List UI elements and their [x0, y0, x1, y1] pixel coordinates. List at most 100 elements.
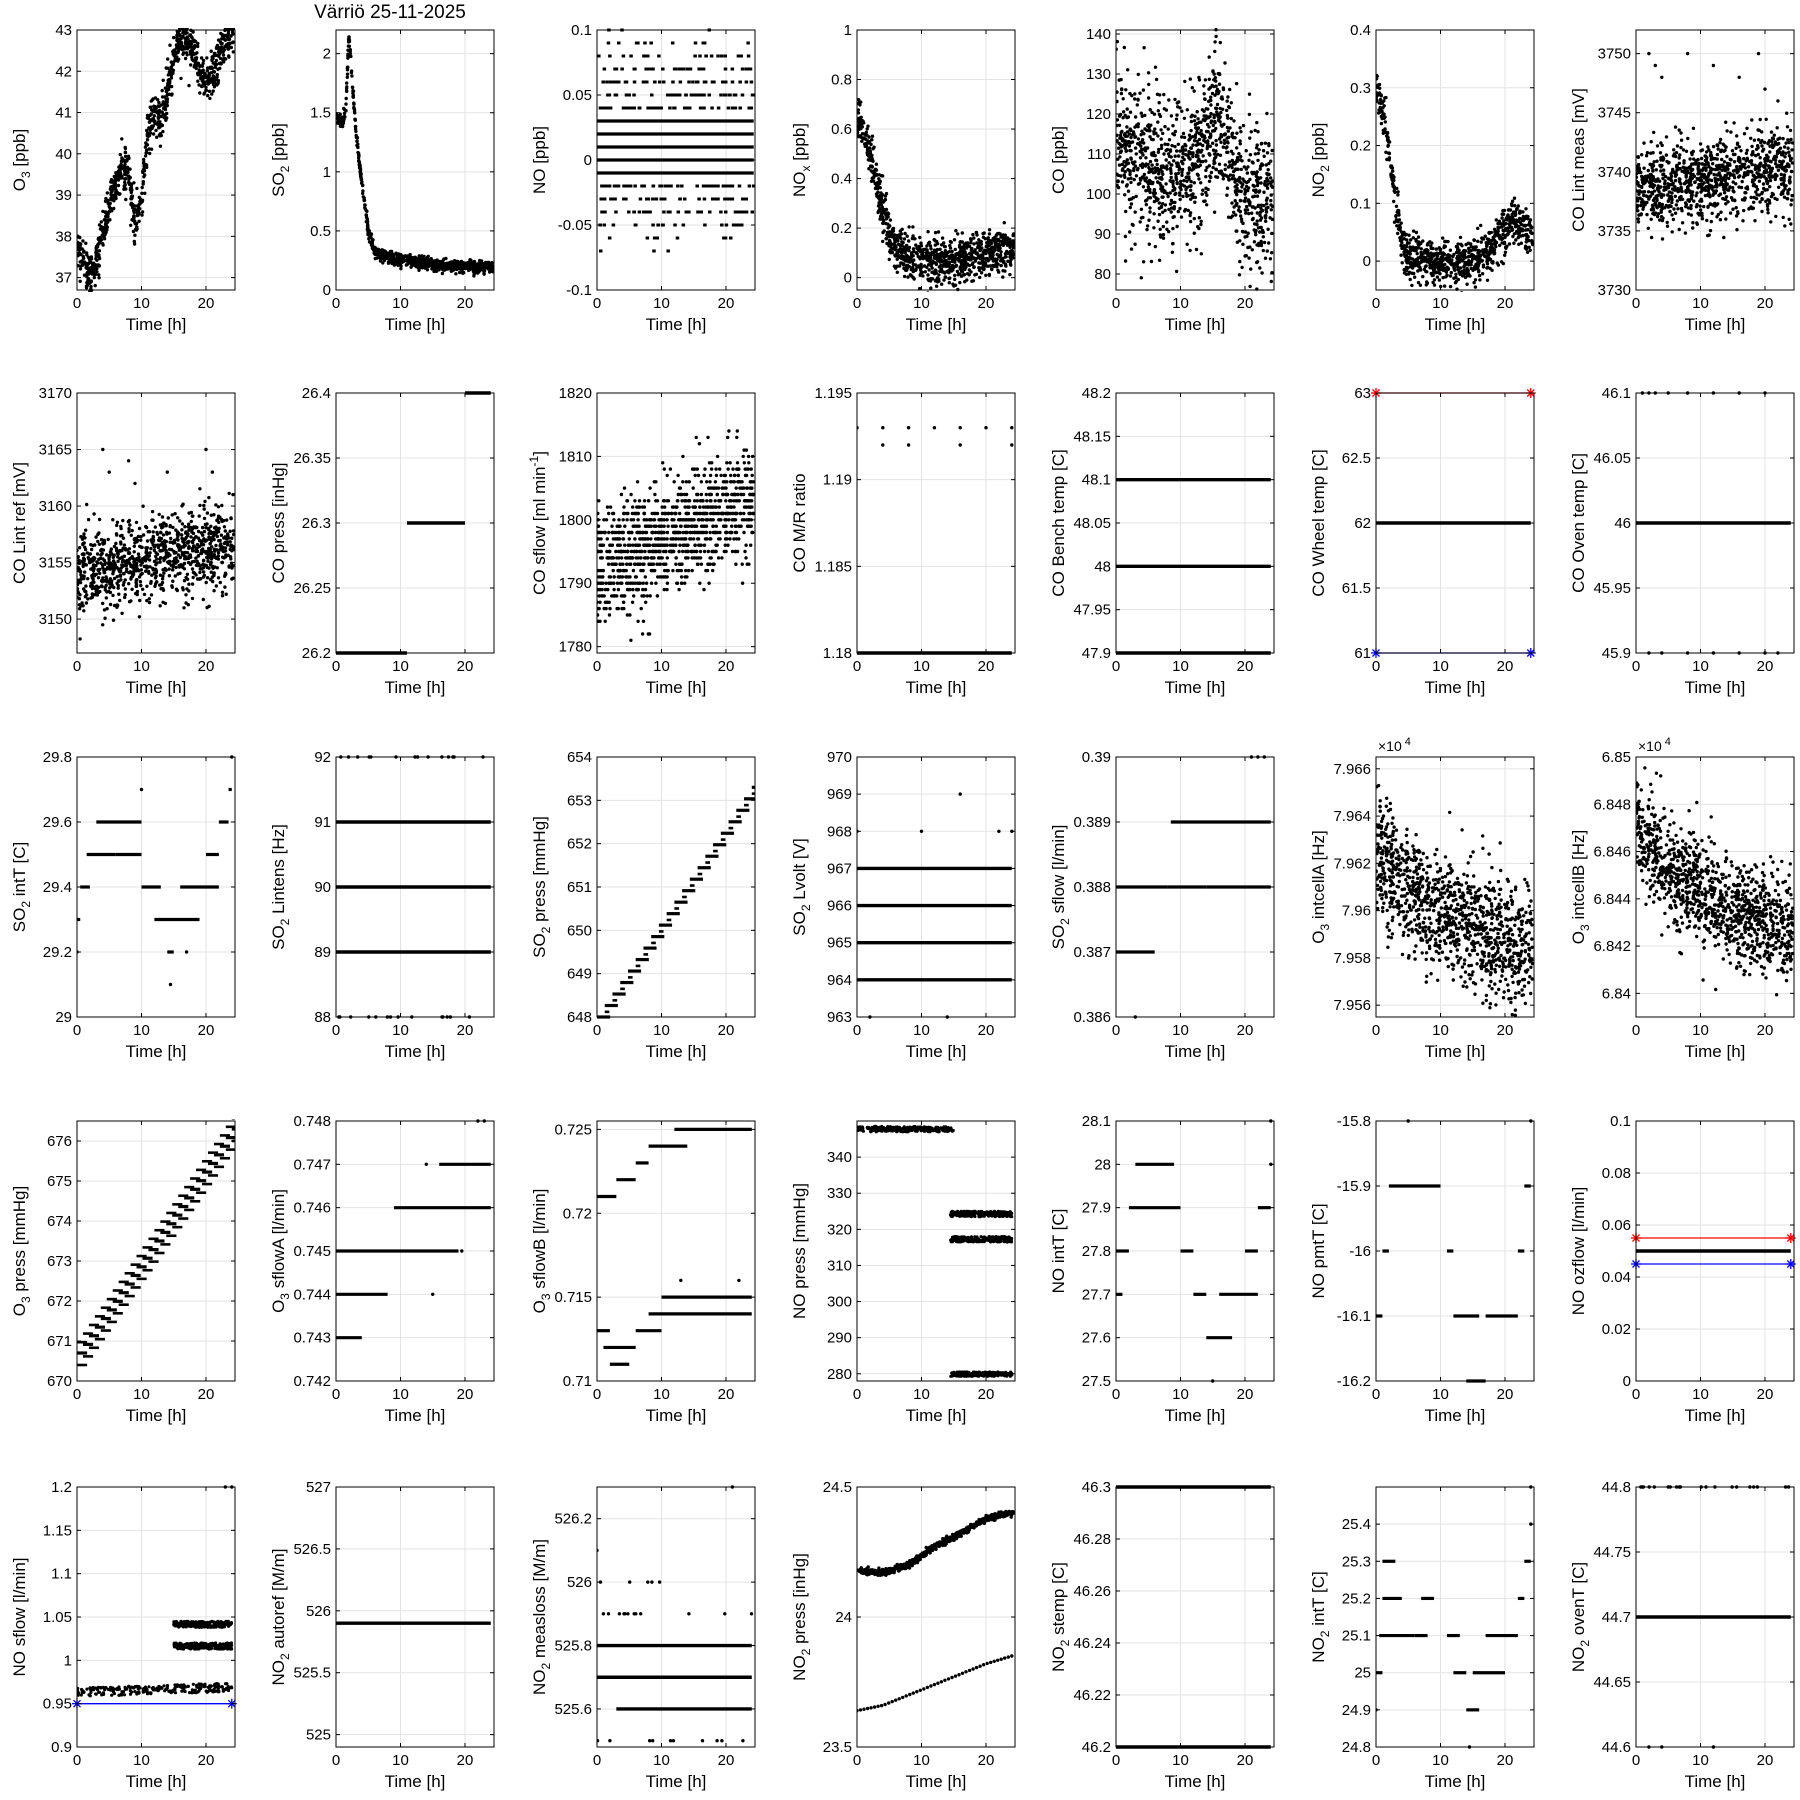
- data-point: [345, 85, 349, 89]
- data-point: [1253, 152, 1258, 156]
- data-point: [947, 281, 951, 285]
- data-point: [913, 237, 917, 241]
- data-point: [1152, 194, 1156, 198]
- data-point: [230, 12, 233, 15]
- data-point: [1134, 194, 1138, 199]
- data-point: [926, 254, 930, 259]
- data-point: [918, 266, 922, 270]
- data-point: [1189, 115, 1193, 119]
- data-point: [1162, 92, 1166, 97]
- data-point: [902, 263, 906, 267]
- data-point: [987, 272, 991, 277]
- data-point: [933, 279, 938, 283]
- data-point: [1157, 212, 1162, 217]
- data-point: [1189, 188, 1193, 192]
- data-point: [963, 280, 967, 284]
- data-point: [865, 127, 869, 131]
- axes-frame: [76, 29, 236, 291]
- data-point: [1202, 84, 1206, 88]
- data-point: [1258, 213, 1262, 217]
- data-point: [926, 273, 930, 277]
- data-point: [115, 190, 120, 195]
- data-marks: [77, 12, 235, 292]
- data-point: [918, 286, 922, 291]
- data-point: [197, 83, 201, 87]
- data-point: [1188, 213, 1192, 218]
- data-point: [1159, 146, 1164, 150]
- data-point: [120, 176, 124, 180]
- data-point: [996, 242, 1001, 247]
- data-point: [1235, 155, 1240, 160]
- data-point: [369, 232, 374, 236]
- data-point: [96, 237, 101, 241]
- data-point: [1118, 155, 1122, 159]
- data-point: [1269, 176, 1273, 180]
- data-point: [1260, 228, 1265, 233]
- data-point: [1253, 128, 1257, 133]
- data-point: [1159, 137, 1163, 141]
- data-point: [1215, 106, 1219, 111]
- data-point: [1464, 242, 1468, 247]
- data-point: [1139, 144, 1143, 148]
- data-point: [401, 259, 405, 263]
- data-point: [926, 291, 930, 292]
- data-point: [155, 135, 159, 139]
- data-point: [1125, 149, 1129, 153]
- data-point: [378, 259, 383, 263]
- data-point: [185, 28, 187, 29]
- data-point: [1226, 116, 1230, 120]
- data-point: [205, 74, 209, 79]
- y-axis-label: NO [ppb]: [530, 126, 549, 194]
- data-point: [1188, 184, 1192, 188]
- data-point: [460, 270, 464, 274]
- data-point: [439, 264, 443, 268]
- data-point: [1269, 251, 1274, 255]
- data-point: [369, 236, 373, 240]
- data-point: [1192, 216, 1197, 221]
- data-point: [223, 33, 227, 38]
- data-point: [158, 134, 162, 138]
- data-point: [1195, 110, 1199, 114]
- data-point: [1120, 144, 1125, 148]
- data-point: [969, 248, 973, 252]
- data-point: [78, 267, 83, 271]
- data-point: [1153, 244, 1158, 249]
- data-point: [87, 266, 91, 270]
- data-point: [181, 52, 185, 56]
- data-point: [157, 126, 161, 130]
- data-point: [981, 256, 986, 260]
- data-point: [1204, 186, 1208, 190]
- data-point: [950, 249, 954, 254]
- data-point: [181, 47, 186, 51]
- data-point: [972, 236, 976, 240]
- data-point: [1216, 91, 1220, 96]
- data-point: [932, 237, 936, 242]
- data-point: [1192, 89, 1196, 93]
- data-point: [201, 79, 205, 84]
- data-point: [1263, 183, 1267, 187]
- data-point: [1222, 138, 1227, 142]
- data-point: [939, 267, 944, 271]
- data-point: [1263, 179, 1267, 184]
- data-point: [215, 72, 219, 77]
- data-point: [483, 265, 487, 270]
- data-point: [357, 151, 361, 156]
- data-point: [1241, 242, 1245, 246]
- data-point: [862, 136, 866, 140]
- data-point: [857, 111, 861, 115]
- data-point: [465, 263, 470, 267]
- data-point: [1153, 153, 1157, 158]
- data-point: [899, 232, 904, 236]
- data-point: [870, 134, 875, 138]
- data-point: [972, 265, 976, 269]
- data-point: [1180, 167, 1185, 172]
- data-point: [1161, 236, 1166, 240]
- data-point: [207, 89, 212, 94]
- data-point: [222, 56, 226, 61]
- data-point: [1192, 231, 1197, 235]
- data-point: [1211, 141, 1215, 145]
- data-point: [1263, 256, 1268, 260]
- data-point: [1227, 160, 1232, 164]
- data-point: [1264, 210, 1269, 214]
